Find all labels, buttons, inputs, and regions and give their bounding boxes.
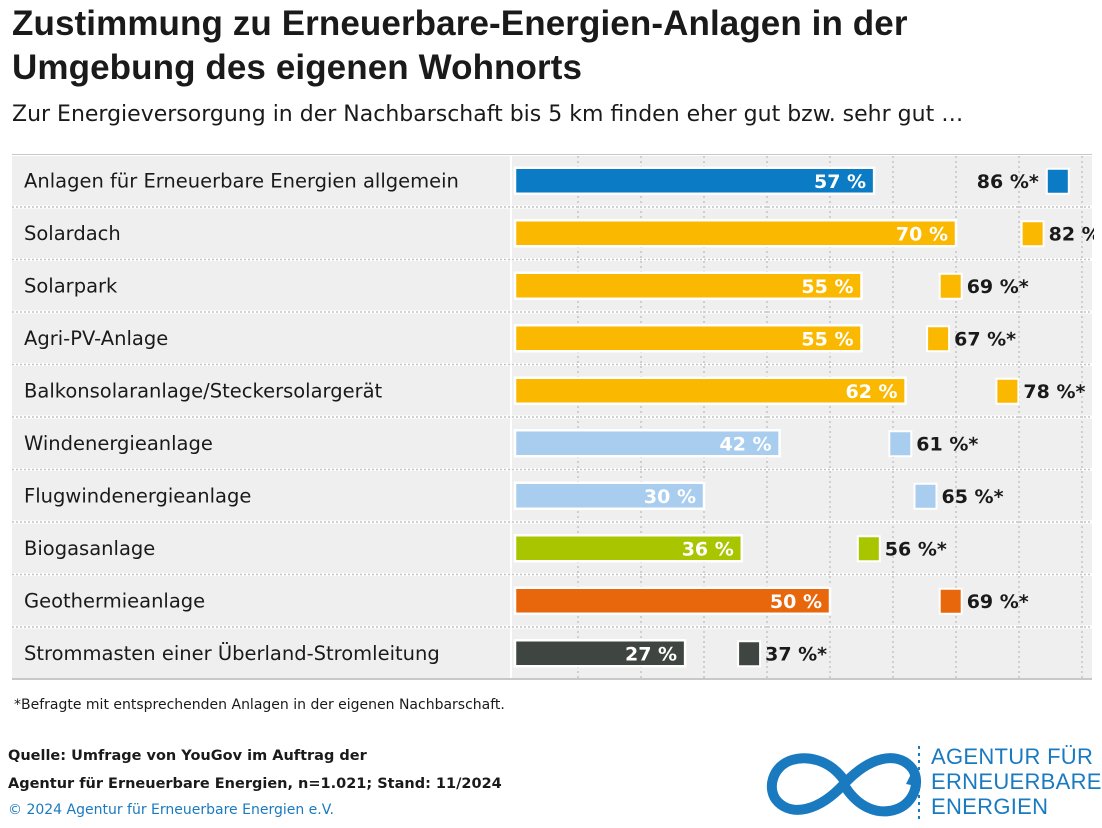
- category-label: Balkonsolaranlage/Steckersolargerät: [24, 379, 383, 402]
- logo-line-3: ENERGIEN: [931, 794, 1049, 819]
- chart-title: Zustimmung zu Erneuerbare-Energien-Anlag…: [12, 4, 908, 87]
- bar: [513, 534, 744, 563]
- logo-line-1: AGENTUR FÜR: [931, 744, 1094, 769]
- marker-square: [1045, 167, 1070, 195]
- bar: [513, 639, 687, 668]
- row-label-bg: [12, 471, 510, 521]
- marker-value-label: 56 %*: [885, 538, 947, 560]
- bar-value-label: 55 %: [801, 276, 853, 298]
- bar: [513, 166, 876, 195]
- logo-wordmark: AGENTUR FÜR ERNEUERBARE ENERGIEN: [931, 744, 1102, 819]
- marker-square: [938, 587, 963, 615]
- row-label-bg: [12, 156, 510, 206]
- logo-line-2: ERNEUERBARE: [931, 769, 1102, 794]
- marker-value-label: 61 %*: [916, 433, 978, 455]
- row-label-bg: [12, 261, 510, 311]
- bar: [513, 376, 907, 405]
- bar-value-label: 30 %: [644, 486, 696, 508]
- marker-square: [995, 377, 1020, 405]
- bar-value-label: 50 %: [770, 591, 822, 613]
- source-line-2: Agentur für Erneuerbare Energien, n=1.02…: [8, 776, 502, 792]
- bar-chart: Anlagen für Erneuerbare Energien allgeme…: [12, 154, 1094, 680]
- row-label-bg: [12, 628, 510, 678]
- bar-value-label: 27 %: [625, 643, 677, 665]
- marker-value-label: 69 %*: [967, 276, 1029, 298]
- bar: [513, 324, 863, 353]
- marker-value-label: 67 %*: [954, 328, 1016, 350]
- bar: [513, 429, 781, 458]
- chart-subtitle: Zur Energieversorgung in der Nachbarscha…: [12, 102, 964, 127]
- row-label-bg: [12, 418, 510, 468]
- footnote: *Befragte mit entsprechenden Anlagen in …: [14, 697, 505, 713]
- marker-value-label: 69 %*: [967, 591, 1029, 613]
- marker-square: [913, 482, 938, 510]
- category-label: Agri-PV-Anlage: [24, 327, 168, 350]
- marker-value-label: 78 %*: [1023, 381, 1085, 403]
- bar: [513, 271, 863, 300]
- row-label-bg: [12, 313, 510, 363]
- row-label-bg: [12, 366, 510, 416]
- bar: [513, 219, 958, 248]
- copyright: © 2024 Agentur für Erneuerbare Energien …: [8, 802, 334, 818]
- category-label: Biogasanlage: [24, 537, 155, 560]
- marker-value-label: 65 %*: [942, 486, 1004, 508]
- source-line-1: Quelle: Umfrage von YouGov im Auftrag de…: [8, 748, 367, 764]
- marker-square: [737, 640, 762, 668]
- marker-square: [1020, 220, 1045, 248]
- infinity-loop-logo-icon: [766, 746, 922, 820]
- source-note: Quelle: Umfrage von YouGov im Auftrag de…: [8, 742, 502, 798]
- category-label: Windenergieanlage: [24, 432, 213, 455]
- marker-value-label: 82 %*: [1049, 223, 1094, 245]
- bar-value-label: 36 %: [682, 538, 734, 560]
- row-label-bg: [12, 208, 510, 258]
- bar: [513, 481, 706, 510]
- category-label: Anlagen für Erneuerbare Energien allgeme…: [24, 169, 459, 192]
- marker-value-label: 37 %*: [765, 643, 827, 665]
- bar-value-label: 42 %: [720, 433, 772, 455]
- marker-square: [888, 430, 913, 458]
- marker-square: [926, 325, 951, 353]
- bar-value-label: 70 %: [896, 223, 948, 245]
- bar-value-label: 55 %: [801, 328, 853, 350]
- marker-value-label: 86 %*: [977, 171, 1039, 193]
- category-label: Geothermieanlage: [24, 589, 205, 612]
- category-label: Flugwindenergieanlage: [24, 484, 251, 507]
- bar-value-label: 62 %: [846, 381, 898, 403]
- bar-value-label: 57 %: [814, 171, 866, 193]
- row-label-bg: [12, 523, 510, 573]
- marker-square: [856, 535, 881, 563]
- category-label: Solarpark: [24, 274, 118, 297]
- row-label-bg: [12, 576, 510, 626]
- marker-square: [938, 272, 963, 300]
- category-label: Strommasten einer Überland-Stromleitung: [24, 642, 440, 665]
- bar: [513, 586, 832, 615]
- category-label: Solardach: [24, 222, 121, 245]
